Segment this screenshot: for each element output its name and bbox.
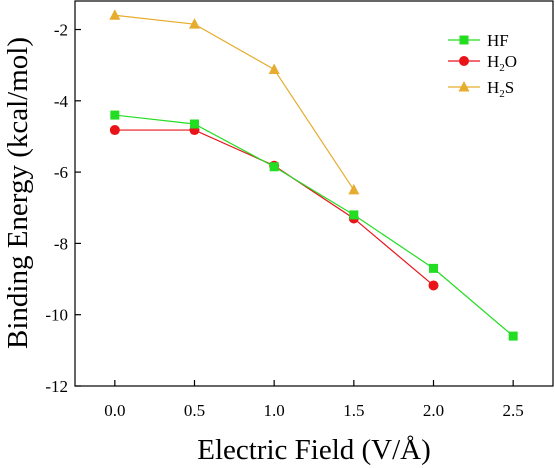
series-line-h2s bbox=[114, 14, 355, 191]
data-point-hf bbox=[508, 331, 518, 341]
series-hf bbox=[110, 110, 518, 341]
x-axis-title: Electric Field (V/Å) bbox=[197, 434, 431, 466]
data-point-h2s bbox=[189, 18, 200, 29]
y-tick-label: -10 bbox=[45, 306, 68, 325]
plot-area bbox=[74, 0, 554, 387]
data-point-hf bbox=[429, 263, 438, 273]
y-tick-label: -12 bbox=[45, 377, 68, 396]
y-tick-label: -8 bbox=[54, 234, 68, 253]
x-tick-label: 2.5 bbox=[503, 401, 524, 420]
x-tick-label: 0.0 bbox=[104, 401, 125, 420]
legend: HF H2O H2S bbox=[448, 31, 517, 100]
y-tick-label: -6 bbox=[54, 163, 68, 182]
plot-frame bbox=[74, 0, 554, 387]
legend-marker-triangle bbox=[458, 81, 470, 92]
y-axis: -2 -4 -6 -8 -10 -12 bbox=[45, 21, 81, 396]
data-point-h2s bbox=[268, 63, 280, 74]
x-axis: 0.0 0.5 1.0 1.5 2.0 2.5 bbox=[104, 380, 524, 420]
y-tick-label: -2 bbox=[54, 21, 68, 40]
data-point-h2s bbox=[348, 183, 360, 195]
data-point-hf bbox=[349, 210, 359, 220]
series-layer bbox=[109, 9, 518, 341]
legend-marker-circle bbox=[459, 56, 469, 66]
series-h2o bbox=[109, 125, 439, 291]
data-point-hf bbox=[269, 162, 279, 172]
x-tick-label: 1.5 bbox=[343, 401, 364, 420]
series-h2s bbox=[109, 9, 360, 195]
legend-label: H2S bbox=[487, 78, 514, 100]
x-tick-label: 0.5 bbox=[184, 401, 205, 420]
legend-label: HF bbox=[487, 31, 509, 50]
data-point-h2o bbox=[428, 280, 439, 291]
x-tick-label: 2.0 bbox=[423, 401, 444, 420]
x-tick-label: 1.0 bbox=[264, 401, 285, 420]
legend-label: H2O bbox=[487, 52, 517, 74]
series-line-h2o bbox=[114, 129, 434, 286]
legend-item-hf: HF bbox=[448, 31, 509, 50]
data-point-hf bbox=[110, 110, 120, 120]
legend-item-h2s: H2S bbox=[448, 78, 514, 100]
y-axis-title: Binding Energy (kcal/mol) bbox=[2, 37, 34, 349]
data-point-h2o bbox=[109, 125, 120, 136]
y-tick-label: -4 bbox=[54, 92, 69, 111]
legend-marker-square bbox=[459, 35, 469, 45]
legend-item-h2o: H2O bbox=[448, 52, 517, 74]
data-point-hf bbox=[190, 119, 199, 129]
data-point-h2s bbox=[109, 9, 121, 20]
series-line-hf bbox=[114, 114, 514, 337]
